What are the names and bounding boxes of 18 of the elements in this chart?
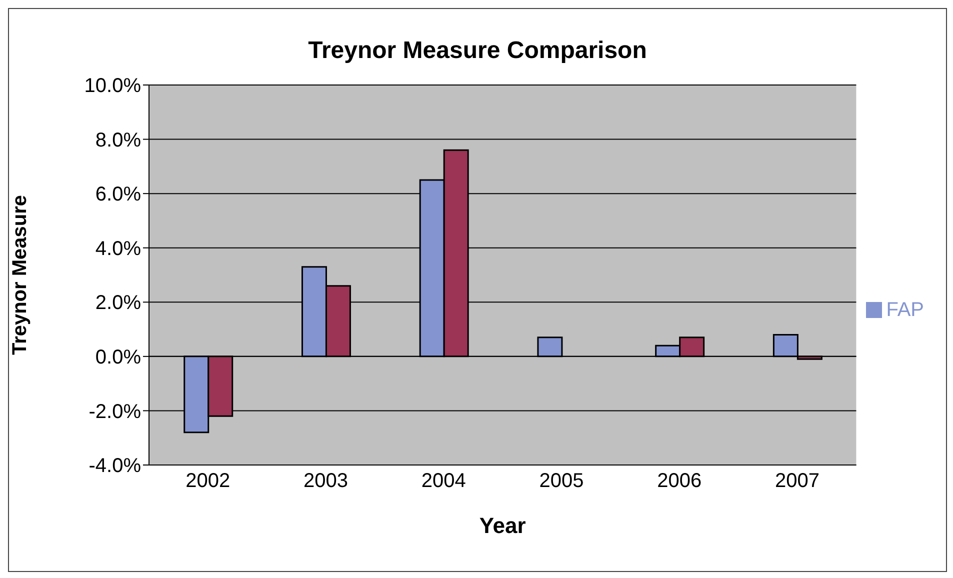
x-tick-label: 2006 [657, 470, 702, 492]
x-tick-label: 2007 [775, 470, 820, 492]
x-tick-label: 2004 [421, 470, 466, 492]
y-tick-label: -4.0% [88, 455, 142, 478]
y-axis-title: Treynor Measure [9, 194, 32, 356]
x-tick-label: 2005 [539, 470, 584, 492]
legend-label: FAP [886, 298, 924, 320]
y-tick-label: 10.0% [84, 75, 142, 98]
y-tick-label: 2.0% [95, 292, 142, 314]
y-tick-label: 6.0% [95, 184, 142, 206]
x-axis-title: Year [479, 513, 526, 538]
y-tick-label: 0.0% [95, 346, 142, 369]
chart-title: Treynor Measure Comparison [307, 37, 648, 65]
x-tick-label: 2003 [304, 470, 348, 492]
y-tick-label: 8.0% [95, 129, 142, 152]
x-tick-label: 2002 [186, 470, 230, 492]
y-tick-label: -2.0% [88, 400, 142, 423]
y-tick-label: 4.0% [95, 238, 142, 260]
